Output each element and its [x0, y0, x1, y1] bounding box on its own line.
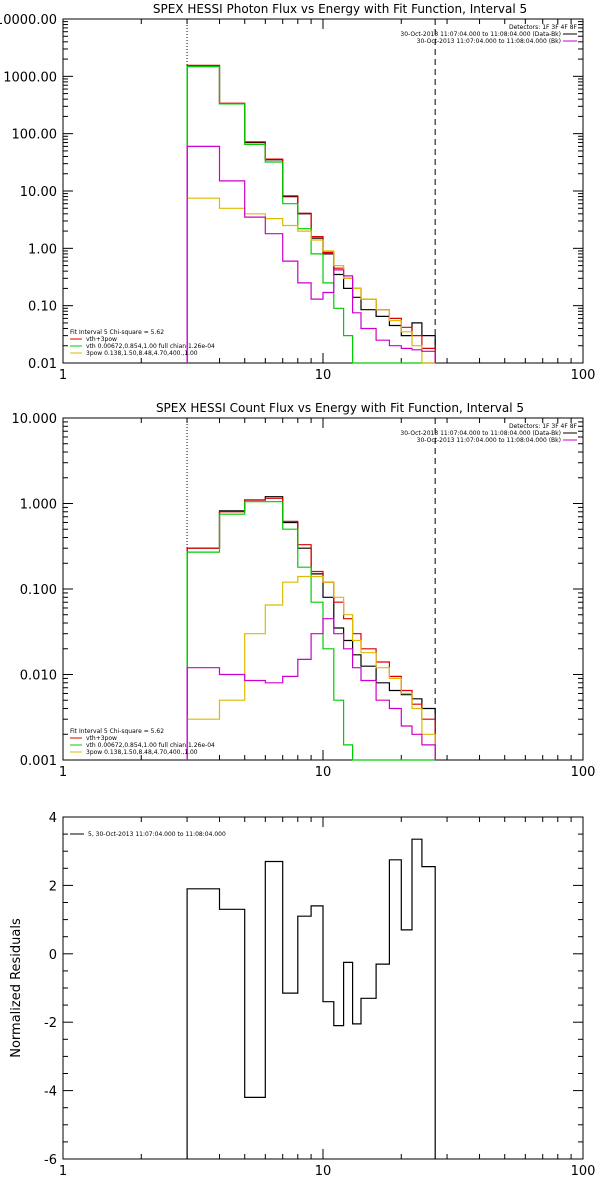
panel1-title: SPEX HESSI Photon Flux vs Energy with Fi…	[153, 2, 527, 16]
panel1-series-2-step-line	[186, 66, 436, 364]
panel1-series-1-step-line	[186, 64, 436, 363]
panel2-y-tick-label: 0.010	[20, 669, 57, 684]
panel1-legend-label-1: vth+3pow	[86, 336, 117, 343]
count-flux-panel: SPEX HESSI Count Flux vs Energy with Fit…	[12, 401, 596, 780]
panel1-x-tick-label: 100	[571, 368, 596, 383]
residuals-panel: 1 10 100 -6 -4 -2 0 2 4 Normalized Residuals 5, …	[9, 811, 595, 1179]
panel2-detectors-label: Detectors: 1F 3F 4F 8F	[509, 423, 578, 430]
panel1-legend-label-2: vth 0.00672,0.854,1.00 full chian 1.26e-…	[86, 343, 215, 350]
panel2-legend-label-2: vth 0.00672,0.854,1.00 full chian 1.26e-…	[86, 742, 215, 749]
panel3-y-tick-label: -2	[44, 1016, 57, 1031]
panel2-axes: 1 10 100 0.001 0.010 0.100 1.000 10.000	[12, 412, 596, 780]
panel1-fit-legend: Fit Interval 5 Chi-square = 5.62 vth+3po…	[70, 329, 215, 357]
panel1-y-tick-label: 1000.00	[3, 70, 57, 85]
panel2-data-bk-label: 30-Oct-2013 11:07:04.000 to 11:08:04.000…	[400, 430, 561, 437]
panel3-y-axis-label: Normalized Residuals	[9, 918, 24, 1058]
panel1-y-tick-label: 1.00	[28, 242, 57, 257]
panel1-top-right-annotation: Detectors: 1F 3F 4F 8F 30-Oct-2013 11:07…	[400, 24, 577, 45]
panel2-fit-legend: Fit Interval 5 Chi-square = 5.62 vth+3po…	[70, 728, 215, 756]
panel2-series-4-step-line	[186, 618, 436, 760]
panel3-x-tick-label: 100	[571, 1164, 596, 1179]
panel3-legend-label: 5, 30-Oct-2013 11:07:04.000 to 11:08:04.…	[88, 831, 226, 838]
panel2-series-0-step-line	[186, 496, 436, 760]
panel2-y-tick-label: 1.000	[20, 498, 57, 513]
panel3-y-tick-label: -6	[44, 1153, 57, 1168]
panel2-y-tick-label: 10.000	[12, 412, 58, 427]
panel2-series-2-step-line	[186, 501, 436, 761]
panel1-plot-frame	[62, 18, 584, 364]
panel3-x-tick-label: 10	[315, 1164, 332, 1179]
panel3-x-tick-label: 1	[59, 1164, 67, 1179]
panel1-series-3-step-line	[186, 197, 436, 364]
panel2-series-1-step-line	[186, 497, 436, 760]
panel2-x-tick-label: 1	[59, 765, 67, 780]
panel3-y-tick-label: 4	[49, 811, 57, 826]
panel1-x-tick-label: 10	[315, 368, 332, 383]
panel1-x-tick-label: 1	[59, 368, 67, 383]
panel1-y-tick-label: 0.01	[28, 357, 57, 372]
panel1-y-tick-label: 100.00	[12, 128, 58, 143]
panel3-series-0-step-line	[186, 838, 436, 1159]
panel2-x-tick-label: 100	[571, 765, 596, 780]
panel3-y-tick-label: 2	[49, 879, 57, 894]
panel1-bk-label: 30-Oct-2013 11:07:04.000 to 11:08:04.000…	[417, 38, 561, 45]
panel2-x-tick-label: 10	[315, 765, 332, 780]
panel1-detectors-label: Detectors: 1F 3F 4F 8F	[509, 24, 578, 31]
panel2-y-tick-label: 0.100	[20, 583, 57, 598]
panel2-legend-label-3: 3pow 0.138,1.50,8.48,4.70,400.,1.00	[86, 749, 198, 756]
panel3-series	[186, 838, 436, 1159]
panel1-reference-lines	[186, 19, 436, 363]
panel1-y-tick-label: 10000.00	[0, 13, 57, 28]
panel1-data-bk-label: 30-Oct-2013 11:07:04.000 to 11:08:04.000…	[400, 31, 561, 38]
panel2-y-tick-label: 0.001	[20, 754, 57, 769]
panel1-axes: 1 10 100 0.01 0.10 1.00 10.00 100.00 1000.00 1000…	[0, 13, 595, 383]
panel1-series-4-step-line	[186, 145, 436, 363]
panel1-y-tick-label: 0.10	[28, 300, 57, 315]
panel3-legend: 5, 30-Oct-2013 11:07:04.000 to 11:08:04.…	[70, 831, 226, 838]
panel1-legend-label-3: 3pow 0.138,1.50,8.48,4.70,400.,1.00	[86, 350, 198, 357]
panel1-y-tick-label: 10.00	[20, 185, 57, 200]
photon-flux-panel: SPEX HESSI Photon Flux vs Energy with Fi…	[0, 2, 595, 383]
panel2-title: SPEX HESSI Count Flux vs Energy with Fit…	[156, 401, 524, 415]
panel3-y-tick-label: 0	[49, 948, 57, 963]
panel2-top-right-annotation: Detectors: 1F 3F 4F 8F 30-Oct-2013 11:07…	[400, 423, 577, 444]
panel2-legend-label-1: vth+3pow	[86, 735, 117, 742]
panel2-fit-info: Fit Interval 5 Chi-square = 5.62	[70, 728, 164, 735]
panel1-fit-info: Fit Interval 5 Chi-square = 5.62	[70, 329, 164, 336]
panel1-series-0-step-line	[186, 65, 436, 363]
panel1-series	[186, 64, 436, 364]
panel3-axes: 1 10 100 -6 -4 -2 0 2 4	[44, 811, 595, 1179]
panel2-bk-label: 30-Oct-2013 11:07:04.000 to 11:08:04.000…	[417, 437, 561, 444]
panel3-y-tick-label: -4	[44, 1085, 57, 1100]
panel2-series	[186, 496, 436, 761]
panel2-series-3-step-line	[186, 575, 436, 760]
